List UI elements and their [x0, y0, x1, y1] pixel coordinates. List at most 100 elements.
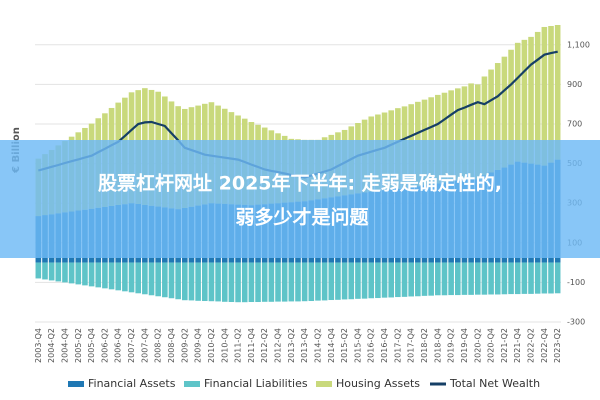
bar	[162, 262, 168, 298]
bar	[301, 262, 308, 302]
bar	[548, 25, 554, 163]
bar	[315, 262, 321, 301]
bar	[182, 262, 188, 301]
x-tick-label: 2011-Q2	[234, 328, 243, 363]
x-tick-label: 2003-Q4	[34, 328, 43, 363]
bar	[514, 262, 521, 295]
bar	[368, 262, 375, 299]
x-tick-label: 2007-Q2	[127, 328, 136, 363]
x-tick-label: 2023-Q2	[553, 328, 562, 363]
bar	[494, 262, 501, 295]
bar	[501, 56, 508, 168]
x-tick-label: 2019-Q2	[447, 328, 456, 363]
legend-label: Housing Assets	[336, 377, 420, 390]
x-tick-label: 2016-Q2	[367, 328, 376, 363]
y-tick-label: 1,100	[567, 40, 590, 49]
bar	[415, 262, 421, 297]
x-tick-label: 2012-Q4	[274, 328, 283, 363]
x-tick-label: 2008-Q2	[154, 328, 163, 363]
bar	[455, 88, 461, 181]
x-tick-label: 2014-Q2	[313, 328, 322, 363]
x-tick-label: 2005-Q2	[74, 328, 83, 363]
x-tick-label: 2010-Q4	[220, 328, 229, 363]
bar	[381, 262, 388, 298]
bar	[255, 262, 261, 303]
bar	[401, 262, 408, 297]
bar	[115, 262, 122, 291]
bar	[295, 262, 301, 302]
bar	[88, 262, 95, 287]
bar	[494, 63, 501, 170]
bar	[554, 25, 561, 160]
bar	[95, 262, 102, 288]
bar	[481, 76, 488, 176]
bar	[201, 262, 208, 302]
bar	[48, 262, 55, 281]
y-tick-label: -300	[567, 318, 585, 327]
bar	[82, 262, 88, 286]
x-tick-label: 2017-Q2	[393, 328, 402, 363]
bar	[221, 262, 228, 302]
bar	[35, 262, 42, 279]
bar	[468, 262, 474, 295]
x-tick-label: 2018-Q2	[420, 328, 429, 363]
x-tick-label: 2010-Q2	[207, 328, 216, 363]
bar	[428, 262, 434, 296]
x-tick-label: 2007-Q4	[140, 328, 149, 363]
bar	[261, 262, 268, 302]
y-tick-label: -100	[567, 278, 585, 287]
bar	[75, 262, 82, 285]
x-tick-label: 2022-Q4	[540, 328, 549, 363]
bar	[335, 262, 341, 300]
x-tick-label: 2019-Q4	[460, 328, 469, 363]
x-tick-label: 2013-Q2	[287, 328, 296, 363]
bar	[215, 262, 221, 302]
bar	[488, 262, 494, 295]
bar	[355, 262, 361, 299]
bar	[541, 262, 548, 294]
x-tick-label: 2006-Q4	[114, 328, 123, 363]
bar	[474, 262, 481, 295]
x-tick-label: 2009-Q4	[194, 328, 203, 363]
bar	[421, 262, 428, 296]
bar	[168, 262, 175, 299]
bar	[448, 90, 454, 182]
bar	[474, 84, 481, 180]
bar	[361, 262, 368, 299]
bar	[195, 262, 201, 301]
bar	[275, 262, 281, 302]
x-tick-label: 2021-Q2	[500, 328, 509, 363]
x-tick-label: 2015-Q2	[340, 328, 349, 363]
banner	[0, 140, 600, 258]
bar	[468, 83, 474, 178]
x-tick-label: 2008-Q4	[167, 328, 176, 363]
y-tick-label: 900	[567, 80, 582, 89]
bar	[175, 262, 181, 300]
x-tick-label: 2016-Q4	[380, 328, 389, 363]
bar	[248, 262, 255, 303]
bar	[348, 262, 355, 300]
x-tick-label: 2014-Q4	[327, 328, 336, 363]
bar	[521, 262, 528, 294]
bar	[441, 92, 448, 183]
bar	[241, 262, 248, 303]
legend-label: Total Net Wealth	[449, 377, 540, 390]
bar	[455, 262, 461, 296]
bar	[554, 262, 561, 294]
bar	[441, 262, 448, 296]
bar	[128, 262, 135, 293]
bar	[142, 262, 148, 295]
bar	[268, 262, 275, 302]
bar	[448, 262, 454, 296]
bar	[55, 262, 62, 282]
bar	[508, 49, 514, 165]
x-tick-label: 2013-Q4	[300, 328, 309, 363]
y-tick-label: 700	[567, 120, 582, 129]
bar	[375, 262, 381, 299]
x-tick-label: 2021-Q4	[513, 328, 522, 363]
bar	[508, 262, 514, 295]
bar	[488, 69, 494, 173]
bar	[135, 262, 141, 294]
x-tick-label: 2011-Q4	[247, 328, 256, 363]
